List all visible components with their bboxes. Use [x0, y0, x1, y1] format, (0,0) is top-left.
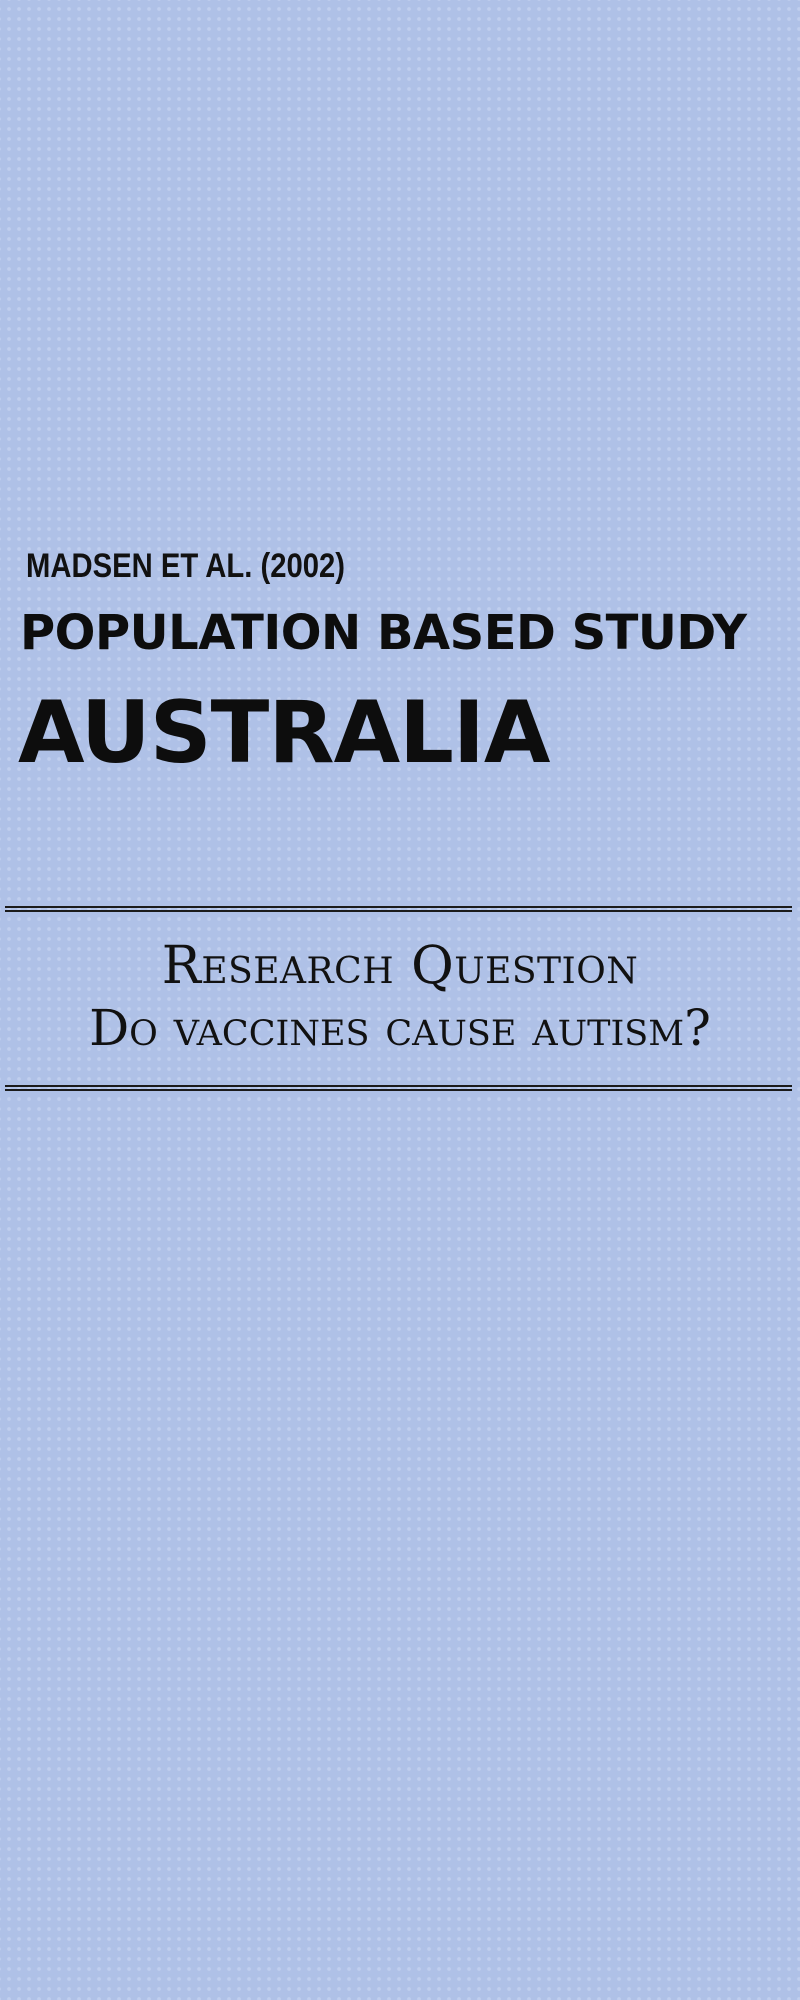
research-question-text: Do vaccines cause autism? [89, 999, 711, 1057]
top-divider [5, 906, 792, 912]
location-title: AUSTRALIA [18, 683, 550, 783]
citation-label: MADSEN ET AL. (2002) [26, 547, 345, 585]
research-question-heading: Research Question [161, 936, 639, 996]
bottom-divider [5, 1085, 792, 1091]
study-type-heading: POPULATION BASED STUDY [20, 605, 747, 661]
research-question-block: Research Question Do vaccines cause auti… [0, 935, 800, 1059]
